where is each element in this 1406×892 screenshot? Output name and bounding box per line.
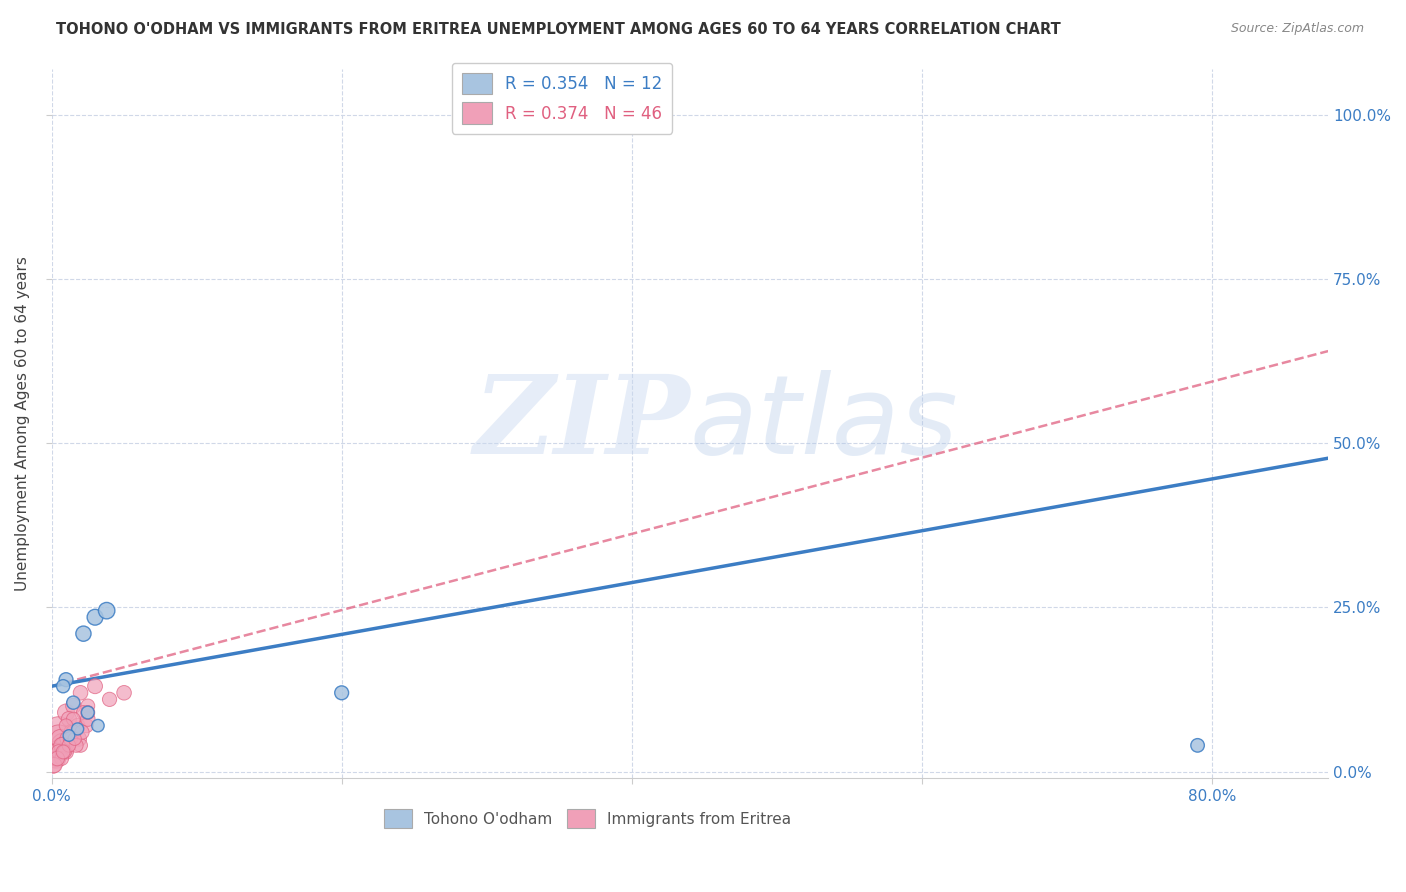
Point [49, 731, 72, 746]
Point [55, 706, 77, 720]
Point [45, 751, 67, 765]
Point [62, 712, 84, 726]
Point [42, 758, 65, 772]
Y-axis label: Unemployment Among Ages 60 to 64 years: Unemployment Among Ages 60 to 64 years [15, 256, 30, 591]
Point [76, 706, 98, 720]
Point [72, 626, 94, 640]
Point [98, 692, 121, 706]
Point [60, 725, 83, 739]
Point [96, 604, 118, 618]
Point [51, 751, 73, 765]
Point [46, 745, 69, 759]
Point [52, 739, 75, 753]
Point [65, 739, 87, 753]
Point [58, 712, 80, 726]
Point [75, 719, 97, 733]
Point [48, 725, 70, 739]
Point [76, 706, 98, 720]
Point [84, 610, 107, 624]
Point [84, 679, 107, 693]
Point [62, 698, 84, 713]
Point [70, 725, 93, 739]
Point [48, 745, 70, 759]
Point [66, 719, 89, 733]
Point [48, 745, 70, 759]
Text: Source: ZipAtlas.com: Source: ZipAtlas.com [1230, 22, 1364, 36]
Point [44, 751, 66, 765]
Point [67, 731, 90, 746]
Legend: Tohono O'odham, Immigrants from Eritrea: Tohono O'odham, Immigrants from Eritrea [378, 803, 797, 834]
Point [53, 739, 76, 753]
Point [87, 719, 110, 733]
Point [51, 739, 73, 753]
Point [69, 739, 91, 753]
Point [62, 696, 84, 710]
Point [62, 725, 84, 739]
Point [55, 673, 77, 687]
Point [52, 745, 75, 759]
Point [63, 731, 86, 746]
Point [46, 751, 69, 765]
Point [53, 745, 76, 759]
Point [52, 739, 75, 753]
Point [72, 706, 94, 720]
Point [58, 729, 80, 743]
Point [56, 731, 79, 746]
Point [44, 758, 66, 772]
Point [55, 745, 77, 759]
Point [59, 731, 82, 746]
Point [66, 722, 89, 736]
Point [76, 698, 98, 713]
Point [76, 712, 98, 726]
Point [69, 686, 91, 700]
Point [52, 679, 75, 693]
Text: TOHONO O'ODHAM VS IMMIGRANTS FROM ERITREA UNEMPLOYMENT AMONG AGES 60 TO 64 YEARS: TOHONO O'ODHAM VS IMMIGRANTS FROM ERITRE… [56, 22, 1062, 37]
Point [112, 686, 135, 700]
Point [45, 745, 67, 759]
Point [55, 719, 77, 733]
Text: ZIP: ZIP [474, 369, 690, 477]
Point [330, 686, 353, 700]
Point [48, 731, 70, 746]
Point [1187, 739, 1209, 753]
Point [45, 751, 67, 765]
Point [58, 739, 80, 753]
Text: atlas: atlas [690, 370, 959, 477]
